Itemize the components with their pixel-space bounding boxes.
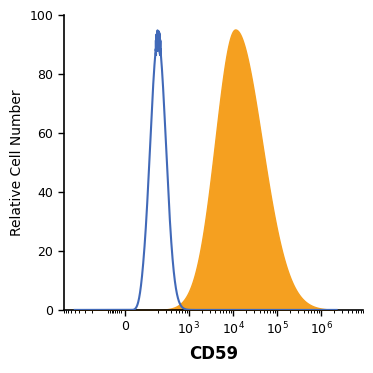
Y-axis label: Relative Cell Number: Relative Cell Number (10, 89, 24, 236)
X-axis label: CD59: CD59 (189, 345, 238, 363)
